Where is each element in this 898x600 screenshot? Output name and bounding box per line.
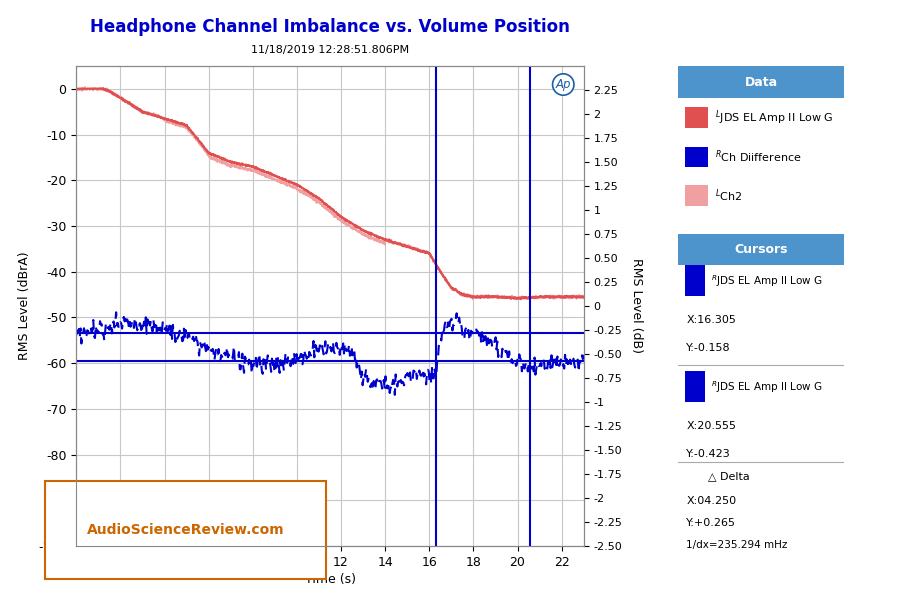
Text: 1/dx=235.294 mHz: 1/dx=235.294 mHz	[686, 540, 788, 550]
Text: Y:+0.265: Y:+0.265	[686, 518, 736, 528]
Text: X:20.555: X:20.555	[686, 421, 736, 431]
Text: Headphone Channel Imbalance vs. Volume Position: Headphone Channel Imbalance vs. Volume P…	[90, 18, 570, 36]
Text: Data: Data	[744, 76, 778, 89]
Text: $^{R}$JDS EL Amp II Low G: $^{R}$JDS EL Amp II Low G	[711, 273, 823, 289]
Bar	[684, 371, 705, 403]
Text: $^{R}$JDS EL Amp II Low G: $^{R}$JDS EL Amp II Low G	[711, 379, 823, 395]
Text: X:16.305: X:16.305	[686, 315, 736, 325]
Text: Cursors: Cursors	[735, 243, 788, 256]
Text: 11/18/2019 12:28:51.806PM: 11/18/2019 12:28:51.806PM	[251, 45, 409, 55]
Bar	[678, 66, 844, 98]
Bar	[684, 107, 708, 128]
Y-axis label: RMS Level (dB): RMS Level (dB)	[630, 259, 643, 353]
Text: Ap: Ap	[556, 78, 571, 91]
X-axis label: Time (s): Time (s)	[304, 573, 356, 586]
Bar	[684, 147, 708, 167]
Text: △ Delta: △ Delta	[708, 471, 750, 481]
Text: $^{R}$Ch Diifference: $^{R}$Ch Diifference	[715, 149, 801, 166]
Text: $^{L}$JDS EL Amp II Low G: $^{L}$JDS EL Amp II Low G	[715, 108, 833, 127]
Text: AudioScienceReview.com: AudioScienceReview.com	[86, 523, 284, 537]
Bar	[684, 185, 708, 206]
Text: Y:-0.158: Y:-0.158	[686, 343, 731, 353]
Bar	[678, 234, 844, 265]
Y-axis label: RMS Level (dBrA): RMS Level (dBrA)	[18, 251, 31, 361]
Text: X:04.250: X:04.250	[686, 496, 736, 506]
Bar	[684, 265, 705, 296]
Text: Y:-0.423: Y:-0.423	[686, 449, 731, 459]
Text: $^{L}$Ch2: $^{L}$Ch2	[715, 187, 742, 203]
